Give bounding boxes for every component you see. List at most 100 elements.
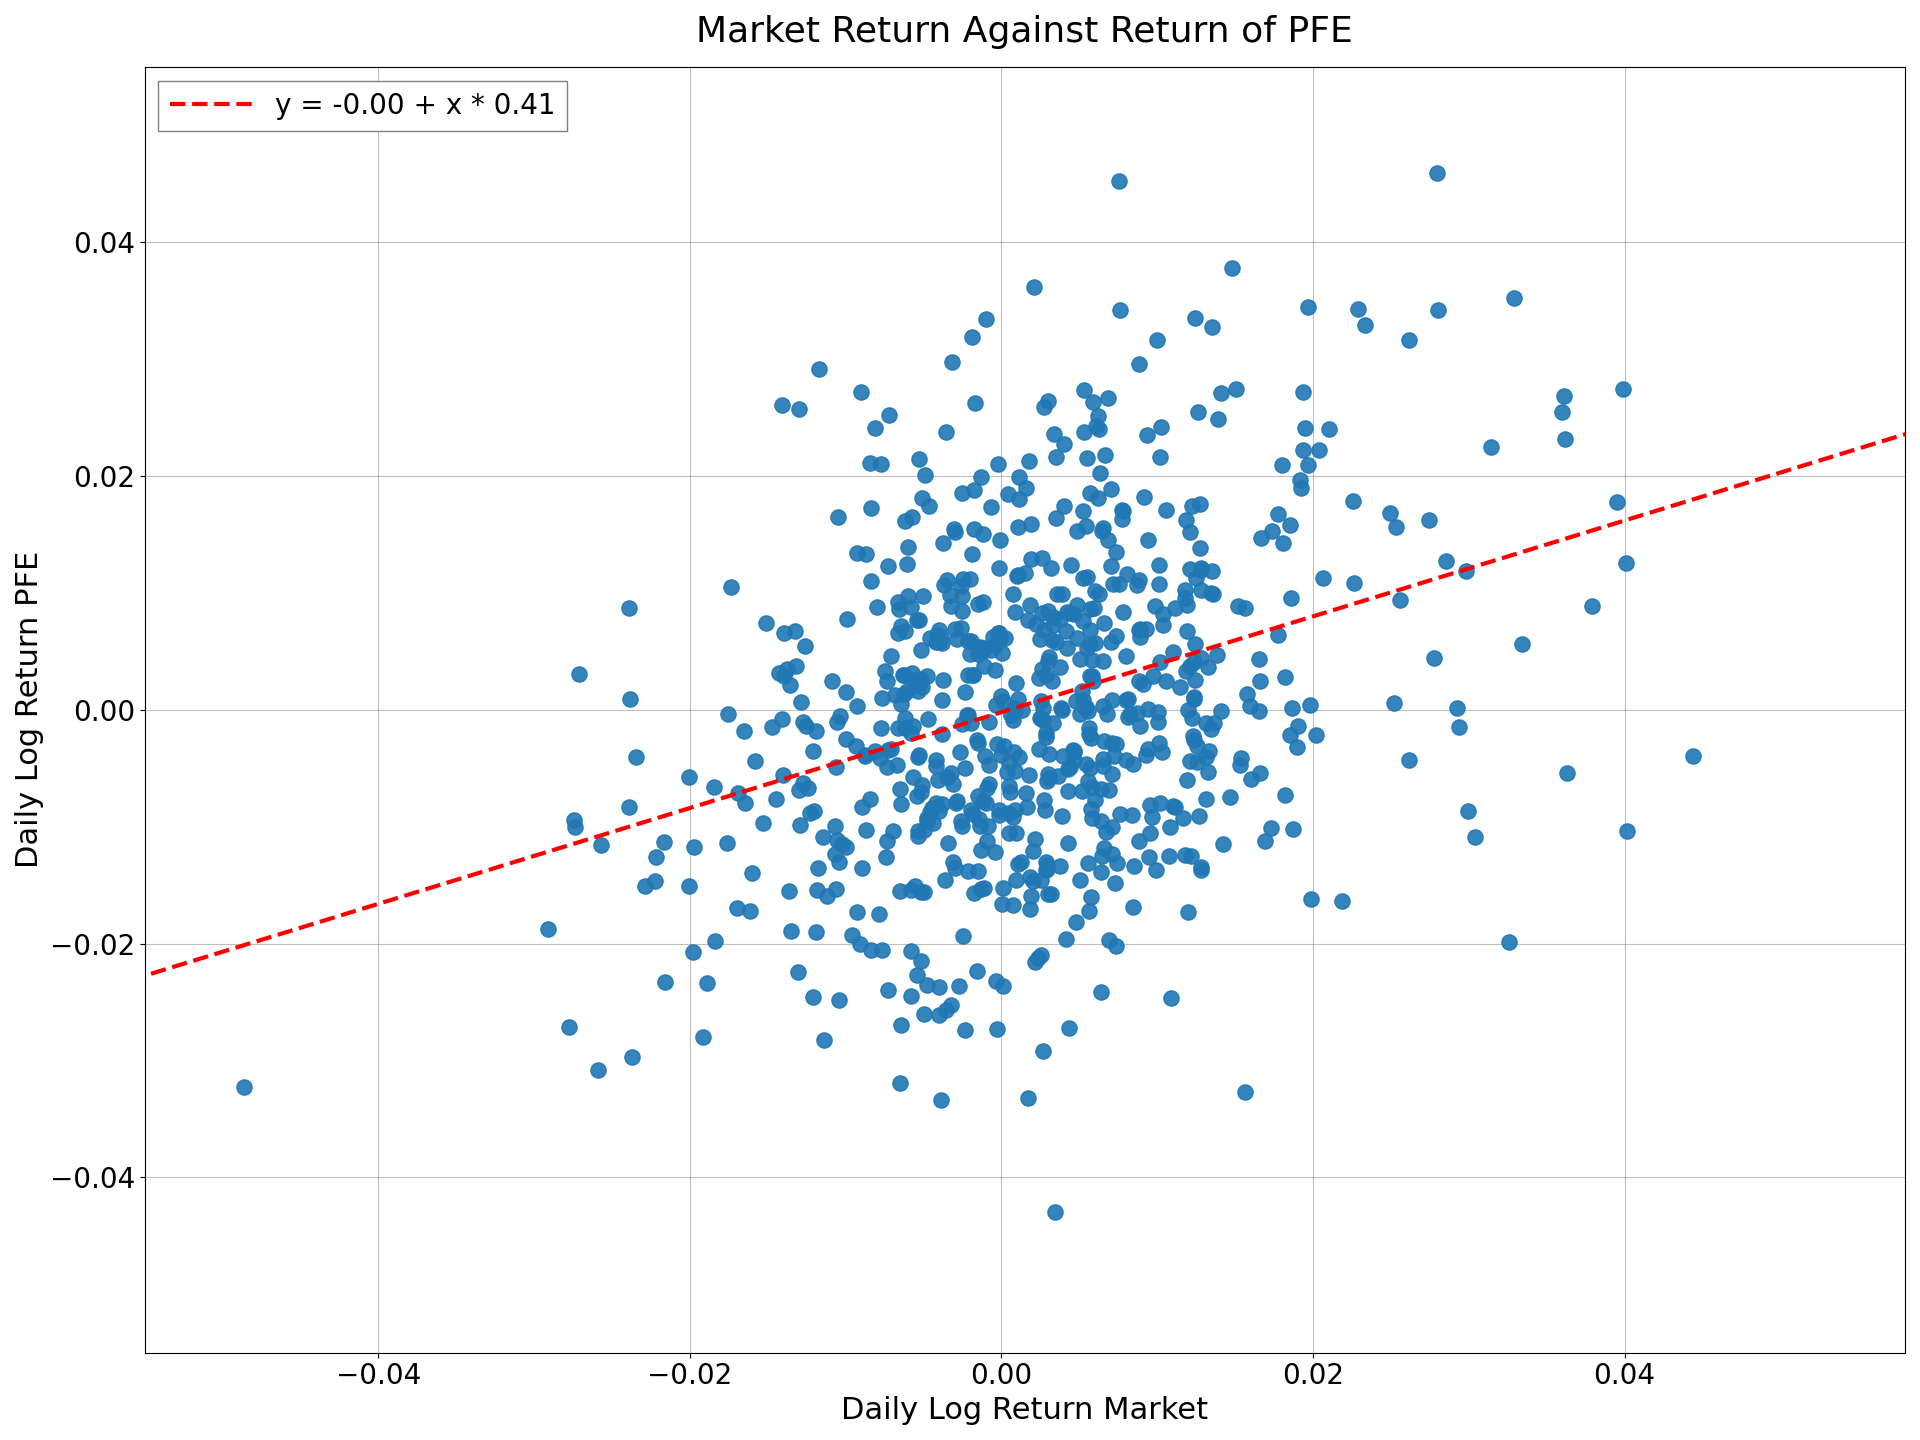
- Point: [1073, 632, 1104, 655]
- Point: [902, 819, 933, 842]
- Point: [966, 877, 996, 900]
- Point: [1263, 624, 1294, 647]
- Point: [1096, 815, 1127, 838]
- Point: [904, 880, 935, 903]
- Point: [862, 596, 893, 619]
- Point: [764, 662, 795, 685]
- Point: [920, 631, 950, 654]
- Point: [1044, 655, 1075, 678]
- Point: [1129, 485, 1160, 508]
- Point: [1133, 737, 1164, 760]
- Point: [1108, 600, 1139, 624]
- Point: [851, 543, 881, 566]
- Point: [904, 638, 935, 661]
- Point: [902, 670, 933, 693]
- Point: [1052, 757, 1083, 780]
- Point: [885, 793, 916, 816]
- Point: [612, 795, 643, 818]
- Point: [1267, 531, 1298, 554]
- Point: [1160, 796, 1190, 819]
- Point: [972, 776, 1002, 799]
- Point: [1041, 582, 1071, 605]
- Point: [972, 792, 1002, 815]
- Point: [1611, 552, 1642, 575]
- Point: [958, 517, 989, 540]
- Point: [1179, 729, 1210, 752]
- Point: [958, 664, 989, 687]
- Point: [1500, 287, 1530, 310]
- Point: [1068, 566, 1098, 589]
- Point: [1016, 547, 1046, 570]
- Point: [749, 812, 780, 835]
- Point: [931, 766, 962, 789]
- Point: [1185, 492, 1215, 516]
- Point: [924, 976, 954, 999]
- Point: [1133, 528, 1164, 552]
- Point: [1160, 596, 1190, 619]
- Point: [787, 772, 818, 795]
- Point: [1073, 900, 1104, 923]
- Point: [1087, 694, 1117, 717]
- Point: [981, 1018, 1012, 1041]
- Point: [1104, 573, 1135, 596]
- Point: [1100, 625, 1131, 648]
- Point: [1096, 688, 1127, 711]
- Point: [889, 664, 920, 687]
- Point: [891, 552, 922, 575]
- Point: [1217, 256, 1248, 279]
- Point: [908, 819, 939, 842]
- Point: [998, 740, 1029, 763]
- Point: [1235, 694, 1265, 717]
- Point: [1190, 711, 1221, 734]
- Point: [1062, 593, 1092, 616]
- Point: [828, 832, 858, 855]
- Point: [1114, 703, 1144, 726]
- Point: [962, 644, 993, 667]
- Point: [989, 690, 1020, 713]
- Point: [983, 621, 1014, 644]
- Point: [737, 861, 768, 884]
- Point: [968, 641, 998, 664]
- Point: [1002, 687, 1033, 710]
- Point: [1091, 819, 1121, 842]
- Point: [935, 585, 966, 608]
- Point: [972, 829, 1002, 852]
- Point: [678, 835, 708, 858]
- Point: [1185, 536, 1215, 559]
- Point: [1183, 734, 1213, 757]
- Point: [1033, 854, 1064, 877]
- Point: [783, 960, 814, 984]
- Point: [879, 683, 910, 706]
- Point: [962, 729, 993, 752]
- Title: Market Return Against Return of PFE: Market Return Against Return of PFE: [697, 14, 1354, 49]
- Point: [1102, 851, 1133, 874]
- Point: [908, 585, 939, 608]
- Point: [1004, 465, 1035, 488]
- Point: [947, 599, 977, 622]
- Point: [820, 814, 851, 837]
- Point: [1169, 508, 1200, 531]
- Point: [1131, 743, 1162, 766]
- Point: [1033, 766, 1064, 789]
- Point: [1096, 842, 1127, 865]
- Point: [935, 994, 966, 1017]
- Point: [1077, 649, 1108, 672]
- Point: [1284, 468, 1315, 491]
- Point: [1094, 929, 1125, 952]
- Point: [1100, 871, 1131, 894]
- Point: [1077, 665, 1108, 688]
- Point: [1079, 596, 1110, 619]
- Point: [768, 664, 799, 687]
- Point: [801, 920, 831, 943]
- Point: [1154, 815, 1185, 838]
- Point: [1288, 439, 1319, 462]
- Point: [897, 505, 927, 528]
- Point: [1092, 386, 1123, 409]
- Point: [924, 1004, 954, 1027]
- Point: [1094, 478, 1125, 501]
- Point: [1142, 700, 1173, 723]
- Point: [649, 831, 680, 854]
- Point: [1033, 389, 1064, 412]
- Point: [973, 772, 1004, 795]
- Point: [228, 1076, 259, 1099]
